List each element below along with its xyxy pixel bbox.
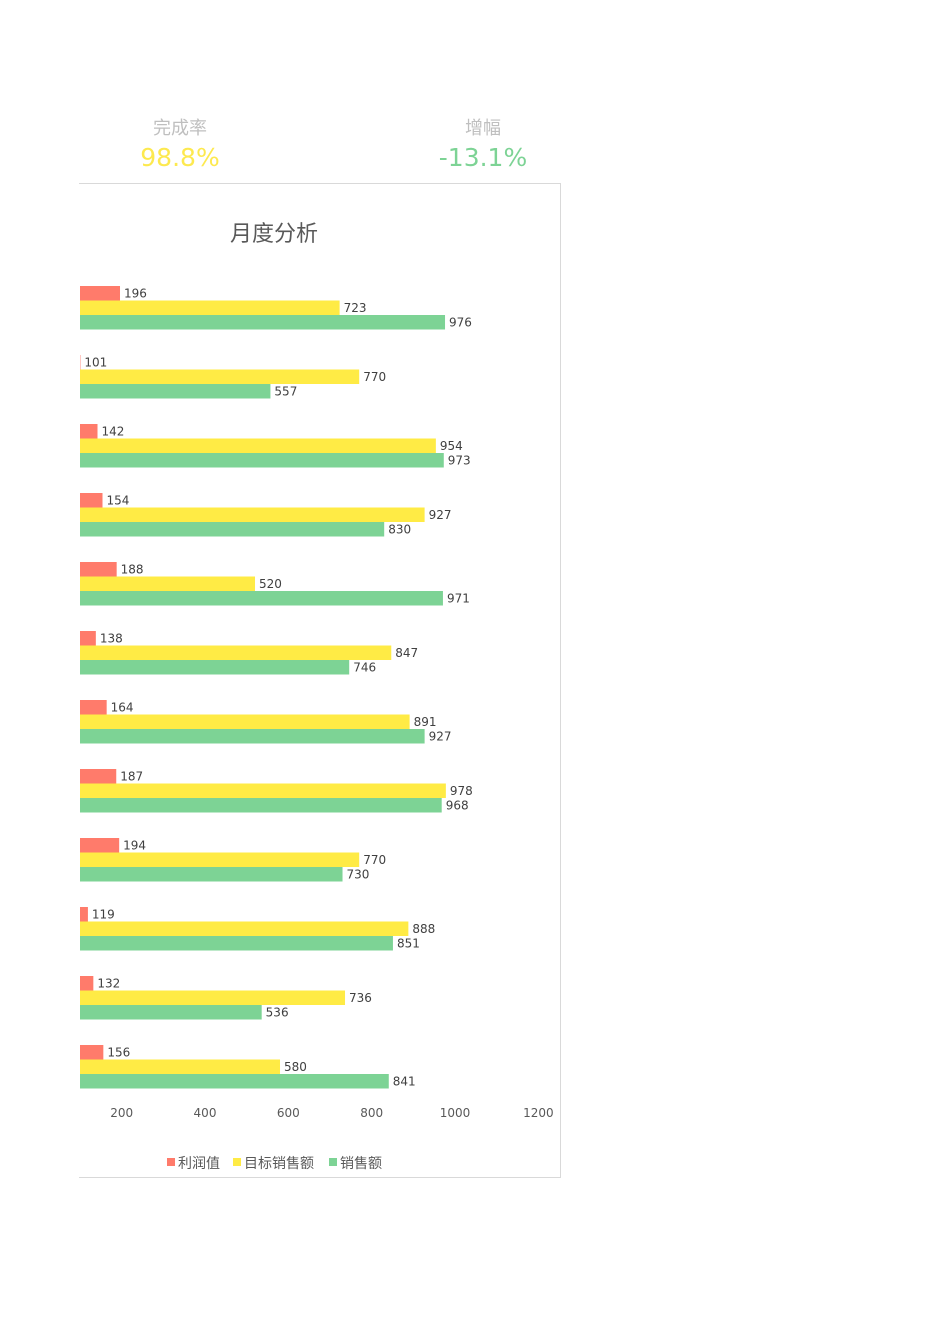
kpi-completion: 完成率 98.8% bbox=[80, 118, 280, 174]
bar-目标销售额 bbox=[80, 645, 392, 660]
data-label: 927 bbox=[429, 730, 452, 744]
bar-销售额 bbox=[80, 867, 343, 882]
data-label: 557 bbox=[274, 385, 297, 399]
data-label: 830 bbox=[388, 523, 411, 537]
data-label: 736 bbox=[349, 991, 372, 1005]
data-label: 101 bbox=[84, 356, 107, 370]
x-tick-label: 1200 bbox=[523, 1106, 554, 1120]
x-tick-label: 800 bbox=[360, 1106, 383, 1120]
data-label: 154 bbox=[107, 494, 130, 508]
data-label: 927 bbox=[429, 508, 452, 522]
bar-目标销售额 bbox=[80, 507, 425, 522]
data-label: 580 bbox=[284, 1060, 307, 1074]
data-label: 520 bbox=[259, 577, 282, 591]
legend-label: 利润值 bbox=[178, 1156, 220, 1172]
data-label: 851 bbox=[397, 937, 420, 951]
legend-swatch bbox=[167, 1158, 175, 1166]
bar-销售额 bbox=[80, 522, 385, 537]
bar-销售额 bbox=[80, 798, 442, 813]
data-label: 770 bbox=[363, 370, 386, 384]
bar-目标销售额 bbox=[80, 576, 256, 591]
data-label: 847 bbox=[395, 646, 418, 660]
legend-label: 目标销售额 bbox=[244, 1156, 314, 1172]
x-tick-label: 1000 bbox=[440, 1106, 471, 1120]
bar-目标销售额 bbox=[80, 438, 436, 453]
data-label: 973 bbox=[448, 454, 471, 468]
bar-利润值 bbox=[80, 976, 94, 991]
legend-swatch bbox=[233, 1158, 241, 1166]
data-label: 746 bbox=[353, 661, 376, 675]
data-label: 156 bbox=[107, 1046, 130, 1060]
bar-利润值 bbox=[80, 1045, 104, 1060]
bar-销售额 bbox=[80, 591, 443, 606]
data-label: 142 bbox=[102, 425, 125, 439]
bar-目标销售额 bbox=[80, 714, 410, 729]
kpi-growth: 增幅 -13.1% bbox=[383, 118, 583, 174]
x-tick-label: 600 bbox=[277, 1106, 300, 1120]
bar-利润值 bbox=[80, 562, 117, 577]
legend-swatch bbox=[329, 1158, 337, 1166]
data-label: 954 bbox=[440, 439, 463, 453]
bar-利润值 bbox=[80, 286, 121, 301]
data-label: 164 bbox=[111, 701, 134, 715]
data-label: 976 bbox=[449, 316, 472, 330]
bar-目标销售额 bbox=[80, 990, 346, 1005]
bar-利润值 bbox=[80, 907, 88, 922]
kpi-completion-label: 完成率 bbox=[153, 118, 207, 139]
data-label: 841 bbox=[393, 1075, 416, 1089]
bar-目标销售额 bbox=[80, 300, 340, 315]
bar-利润值 bbox=[80, 838, 120, 853]
data-label: 194 bbox=[123, 839, 146, 853]
data-label: 971 bbox=[447, 592, 470, 606]
kpi-growth-label: 增幅 bbox=[465, 118, 501, 139]
data-label: 891 bbox=[414, 715, 437, 729]
data-label: 978 bbox=[450, 784, 473, 798]
bar-利润值 bbox=[80, 769, 117, 784]
bar-销售额 bbox=[80, 729, 425, 744]
data-label: 723 bbox=[344, 301, 367, 315]
x-tick-label: 200 bbox=[110, 1106, 133, 1120]
data-label: 196 bbox=[124, 287, 147, 301]
bar-目标销售额 bbox=[80, 1059, 281, 1074]
data-label: 188 bbox=[121, 563, 144, 577]
bar-销售额 bbox=[80, 936, 393, 951]
bar-销售额 bbox=[80, 660, 350, 675]
bar-销售额 bbox=[80, 384, 271, 399]
monthly-analysis-chart-card: 月度分析 196 723 976 101 770 557 142 954 973 154 927 830… bbox=[79, 183, 561, 1178]
bar-利润值 bbox=[80, 424, 98, 439]
data-label: 536 bbox=[266, 1006, 289, 1020]
bar-目标销售额 bbox=[80, 852, 360, 867]
x-tick-label: 400 bbox=[194, 1106, 217, 1120]
bar-销售额 bbox=[80, 1005, 262, 1020]
data-label: 132 bbox=[97, 977, 120, 991]
bar-目标销售额 bbox=[80, 783, 446, 798]
chart-title: 月度分析 bbox=[230, 222, 318, 247]
data-label: 888 bbox=[412, 922, 435, 936]
data-label: 968 bbox=[446, 799, 469, 813]
kpi-growth-value: -13.1% bbox=[438, 143, 528, 172]
legend-label: 销售额 bbox=[340, 1156, 382, 1172]
bar-销售额 bbox=[80, 1074, 389, 1089]
bar-利润值 bbox=[80, 631, 96, 646]
data-label: 770 bbox=[363, 853, 386, 867]
bar-利润值 bbox=[80, 700, 107, 715]
bar-目标销售额 bbox=[80, 369, 360, 384]
data-label: 730 bbox=[347, 868, 370, 882]
data-label: 119 bbox=[92, 908, 115, 922]
bar-目标销售额 bbox=[80, 921, 409, 936]
data-label: 187 bbox=[120, 770, 143, 784]
bar-销售额 bbox=[80, 453, 444, 468]
kpi-completion-value: 98.8% bbox=[140, 143, 220, 172]
bar-销售额 bbox=[80, 315, 446, 330]
data-label: 138 bbox=[100, 632, 123, 646]
bar-利润值 bbox=[80, 493, 103, 508]
